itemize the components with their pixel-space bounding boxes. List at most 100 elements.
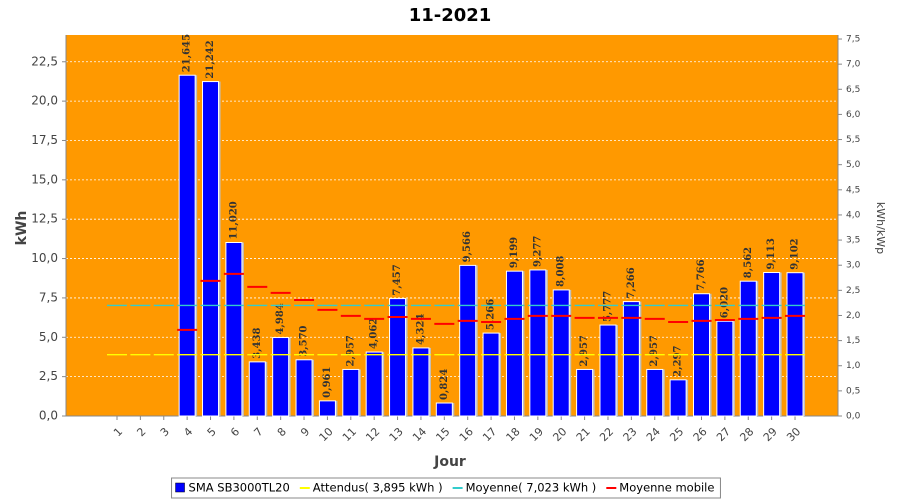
bar xyxy=(505,270,523,417)
bar xyxy=(622,301,640,417)
bar xyxy=(202,81,220,417)
data-label: 7,457 xyxy=(392,264,403,295)
bar xyxy=(576,368,594,417)
x-tick-label: 10 xyxy=(317,425,336,444)
y2-axis-label: kWh/kWp xyxy=(874,202,887,254)
x-tick-label: 5 xyxy=(205,425,219,439)
x-tick-label: 12 xyxy=(363,425,382,444)
legend-box xyxy=(171,477,721,499)
y2-tick-label: 0,5 xyxy=(846,386,860,396)
bar xyxy=(272,337,290,417)
bar xyxy=(599,324,617,417)
x-tick-label: 28 xyxy=(737,425,756,444)
x-tick-label: 23 xyxy=(621,425,640,444)
data-label: 9,199 xyxy=(509,237,520,268)
bar xyxy=(365,351,383,417)
legend-label: Moyenne mobile xyxy=(619,481,714,495)
data-label: 8,562 xyxy=(743,247,754,278)
x-tick-label: 9 xyxy=(298,425,312,439)
data-label: 2,297 xyxy=(673,345,684,376)
data-label: 21,645 xyxy=(182,34,193,72)
x-tick-label: 25 xyxy=(667,425,686,444)
bar xyxy=(459,264,477,417)
data-label: 4,062 xyxy=(369,318,380,349)
data-label: 4,984 xyxy=(275,303,286,334)
legend-item: Attendus( 3,895 kWh ) xyxy=(299,481,443,495)
y2-tick-label: 0,0 xyxy=(846,412,861,422)
y-tick-label: 12,5 xyxy=(31,212,58,226)
x-tick-label: 22 xyxy=(597,425,616,444)
data-label: 9,277 xyxy=(532,236,543,267)
x-tick-label: 4 xyxy=(181,425,195,439)
bar xyxy=(646,368,664,417)
bar xyxy=(716,320,734,417)
y2-tick-label: 5,0 xyxy=(846,160,861,170)
x-tick-label: 18 xyxy=(504,425,523,444)
bar xyxy=(318,400,336,417)
data-label: 3,438 xyxy=(252,328,263,359)
x-tick-label: 29 xyxy=(761,425,780,444)
x-tick-label: 26 xyxy=(691,425,710,444)
y-tick-label: 17,5 xyxy=(31,133,58,147)
data-label: 9,102 xyxy=(790,238,801,269)
y2-tick-label: 1,5 xyxy=(846,336,860,346)
x-axis-label: Jour xyxy=(433,454,466,470)
legend-label: Moyenne( 7,023 kWh ) xyxy=(466,481,597,495)
y2-tick-label: 1,0 xyxy=(846,361,861,371)
bar xyxy=(295,359,313,417)
y2-tick-label: 6,5 xyxy=(846,85,860,95)
bar xyxy=(739,280,757,417)
bar xyxy=(342,368,360,417)
x-tick-label: 15 xyxy=(433,425,452,444)
data-label: 7,766 xyxy=(696,259,707,290)
data-label: 9,113 xyxy=(766,238,777,269)
x-tick-label: 19 xyxy=(527,425,546,444)
x-tick-label: 1 xyxy=(111,425,125,439)
x-tick-label: 30 xyxy=(784,425,803,444)
y-tick-label: 5,0 xyxy=(39,330,58,344)
legend-label: Attendus( 3,895 kWh ) xyxy=(313,481,443,495)
data-label: 2,957 xyxy=(579,335,590,366)
data-label: 21,242 xyxy=(205,40,216,78)
x-tick-label: 13 xyxy=(387,425,406,444)
legend: SMA SB3000TL20 Attendus( 3,895 kWh ) Moyen… xyxy=(171,477,721,499)
data-label: 8,008 xyxy=(556,256,567,287)
x-tick-label: 8 xyxy=(275,425,289,439)
y2-tick-label: 5,5 xyxy=(846,135,860,145)
bar xyxy=(248,361,266,417)
x-tick-label: 20 xyxy=(550,425,569,444)
bar xyxy=(225,242,243,417)
x-tick-label: 3 xyxy=(158,425,172,439)
legend-item: SMA SB3000TL20 xyxy=(175,481,290,495)
y2-tick-label: 4,0 xyxy=(846,210,861,220)
bar xyxy=(482,332,500,417)
data-label: 4,324 xyxy=(415,314,426,345)
x-tick-label: 24 xyxy=(644,425,663,444)
x-tick-label: 14 xyxy=(410,425,429,444)
y-tick-label: 2,5 xyxy=(39,369,58,383)
data-label: 2,957 xyxy=(649,335,660,366)
y2-tick-label: 2,5 xyxy=(846,286,860,296)
data-label: 11,020 xyxy=(228,201,239,239)
bar xyxy=(763,272,781,417)
bar xyxy=(669,379,687,417)
bar xyxy=(786,272,804,417)
y-axis-label: kWh xyxy=(14,211,30,246)
x-tick-label: 2 xyxy=(134,425,148,439)
x-tick-label: 17 xyxy=(480,425,499,444)
y-tick-label: 0,0 xyxy=(39,409,58,423)
x-tick-label: 16 xyxy=(457,425,476,444)
data-label: 3,570 xyxy=(299,325,310,356)
chart-title: 11-2021 xyxy=(409,5,492,26)
data-label: 5,777 xyxy=(602,291,613,322)
data-label: 5,266 xyxy=(486,299,497,330)
y2-tick-label: 3,5 xyxy=(846,236,860,246)
x-tick-label: 7 xyxy=(251,425,265,439)
y2-tick-label: 7,5 xyxy=(846,35,860,45)
bar xyxy=(552,289,570,417)
legend-label: SMA SB3000TL20 xyxy=(189,481,290,495)
y2-tick-label: 4,5 xyxy=(846,185,860,195)
y2-tick-label: 6,0 xyxy=(846,110,861,120)
data-label: 7,266 xyxy=(626,267,637,298)
